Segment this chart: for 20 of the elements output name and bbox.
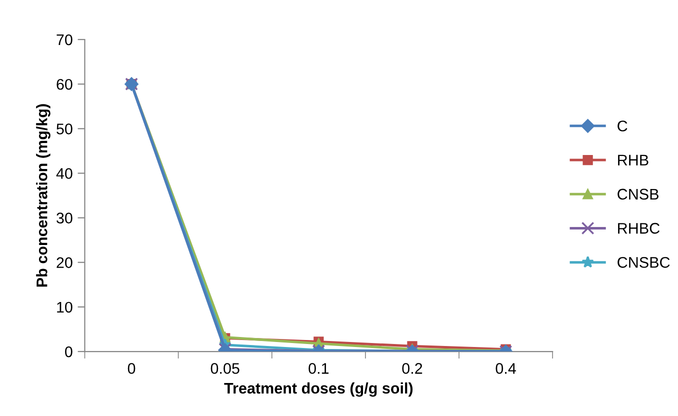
x-tick-label: 0.05 (210, 363, 240, 374)
y-tick-label: 60 (56, 78, 72, 90)
y-tick-label: 50 (56, 124, 72, 134)
y-tick-label: 30 (56, 212, 72, 224)
y-tick-label: 10 (57, 302, 72, 313)
y-tick-label: 40 (56, 168, 72, 179)
x-tick-label: 0.2 (402, 363, 422, 374)
x-axis-title: Treatment doses (g/g soil) (224, 382, 413, 397)
y-axis-title: Pb concentration (mg/kg) (36, 104, 50, 287)
legend-label: CNSBC (618, 257, 670, 268)
legend-label: C (618, 120, 628, 132)
x-tick-label: 0.1 (308, 363, 329, 374)
legend-label: RHBC (618, 222, 660, 234)
x-tick-label: 0 (128, 363, 136, 374)
legend-label: RHB (618, 154, 648, 166)
y-tick-label: 0 (65, 346, 72, 358)
y-tick-label: 20 (56, 257, 72, 268)
legend-label: CNSB (618, 188, 658, 200)
x-tick-label: 0.4 (496, 363, 516, 374)
y-tick-label: 70 (56, 34, 72, 46)
